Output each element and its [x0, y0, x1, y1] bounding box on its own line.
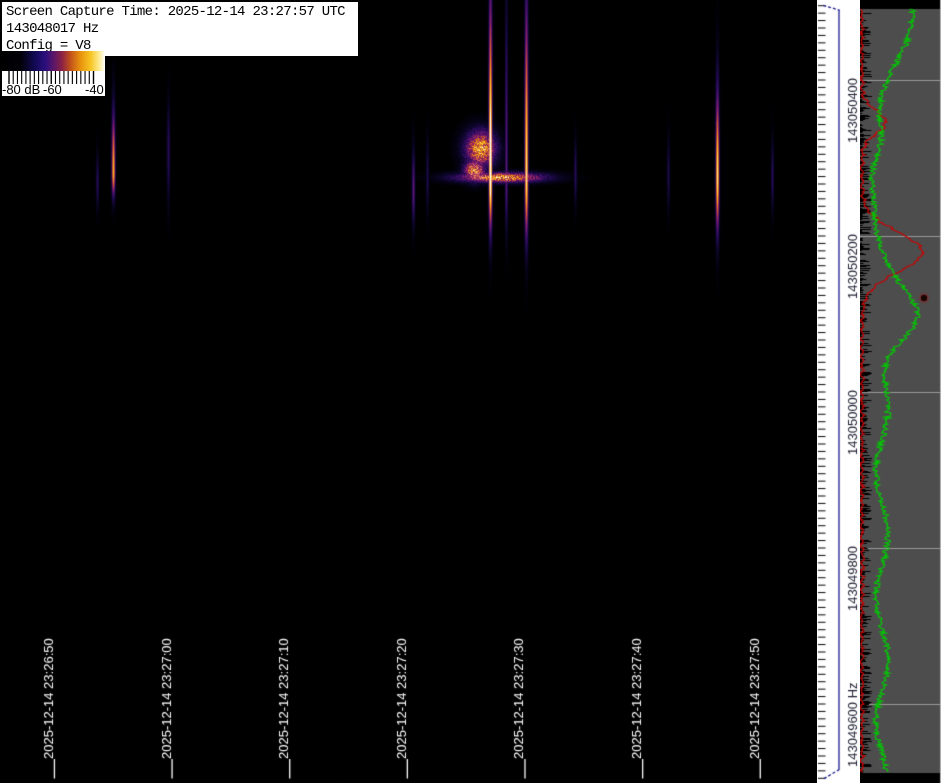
svg-text:-60: -60	[43, 82, 62, 96]
svg-text:-40: -40	[85, 82, 104, 96]
svg-text:-80 dB: -80 dB	[2, 82, 40, 96]
